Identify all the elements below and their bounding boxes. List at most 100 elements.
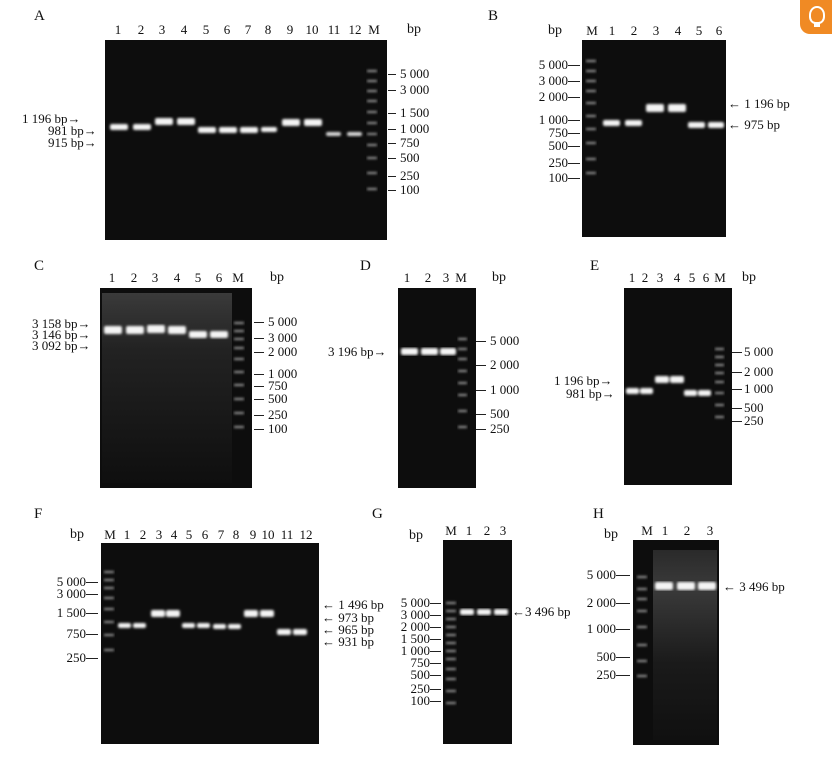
marker-tick [568,120,580,121]
bp-header-c: bp [270,270,284,285]
band-annotation: 981 bp→ [566,386,615,401]
band-size-text: 3 196 bp [328,344,374,359]
marker-tick [254,374,264,375]
panel-label-b: B [488,8,499,24]
lane-label: 3 [155,527,163,542]
marker-tick [86,594,98,595]
lane-label: 8 [232,527,240,542]
band-annotation: ← 1 496 bp [322,597,384,612]
band-size-text: 981 bp [566,386,602,401]
marker-size-label: 3 000 [538,73,568,88]
bp-header-a: bp [407,22,421,37]
panel-label-d: D [360,258,371,274]
band-size-text: 975 bp [744,117,780,132]
marker-size-label: 250 [400,168,420,183]
gel-image-d [398,288,476,488]
lane-label: M [641,523,653,538]
lane-label: 11 [280,527,294,542]
marker-size-label: 250 [410,681,431,696]
lane-label: 1 [628,270,636,285]
marker-tick [476,429,486,430]
panel-label-g: G [372,506,383,522]
band-size-text: 1 196 bp [744,96,790,111]
marker-size-label: 1 000 [538,112,568,127]
lane-label: 7 [217,527,225,542]
bp-header-f: bp [70,527,84,542]
marker-tick [732,408,742,409]
marker-size-label: 100 [410,693,431,708]
band-annotation: 1 196 bp→ [554,373,613,388]
lane-label: 11 [327,22,341,37]
lane-label: 1 [661,523,669,538]
marker-tick [430,663,441,664]
marker-size-label: 750 [66,626,87,641]
marker-size-label: 250 [744,413,764,428]
lane-label: 9 [286,22,294,37]
gel-image-b [582,40,726,237]
lane-label: 3 [656,270,664,285]
lane-label: 4 [673,270,681,285]
marker-tick [568,178,580,179]
lane-label: 3 [158,22,166,37]
lane-label: 4 [173,270,181,285]
marker-size-label: 250 [596,667,617,682]
marker-tick [430,689,441,690]
marker-size-label: 3 000 [400,607,430,622]
marker-tick [616,657,630,658]
marker-tick [732,352,742,353]
marker-tick [732,421,742,422]
gel-image-h [633,540,719,745]
marker-tick [86,658,98,659]
lane-label: 7 [244,22,252,37]
bp-header-h: bp [604,527,618,542]
marker-size-label: 100 [548,170,569,185]
band-size-text: 973 bp [338,610,374,625]
marker-tick [388,190,396,191]
marker-size-label: 3 000 [400,82,430,97]
marker-size-label: 5 000 [586,567,616,582]
gel-image-e [624,288,732,485]
marker-size-label: 1 000 [400,121,430,136]
lane-label: 3 [499,523,507,538]
lightbulb-icon[interactable] [800,0,832,34]
band-annotation: 3 146 bp→ [32,327,91,342]
marker-size-label: 500 [400,150,420,165]
marker-size-label: 2 000 [490,357,520,372]
marker-tick [568,163,580,164]
band-annotation: 981 bp→ [48,123,97,138]
marker-tick [254,399,264,400]
marker-size-label: 100 [400,182,420,197]
panel-label-a: A [34,8,45,24]
marker-tick [86,613,98,614]
marker-tick [388,129,396,130]
lane-label: 5 [194,270,202,285]
band-annotation: ← 931 bp [322,634,374,649]
marker-tick [732,389,742,390]
marker-tick [476,390,486,391]
lane-label: 2 [641,270,649,285]
bp-header-g: bp [409,528,423,543]
lane-label: 5 [695,23,703,38]
marker-size-label: 2 000 [400,619,430,634]
lane-label: 9 [249,527,257,542]
marker-tick [388,176,396,177]
lane-label: 4 [170,527,178,542]
marker-tick [430,651,441,652]
marker-tick [388,143,396,144]
marker-tick [430,603,441,604]
band-annotation: ← 3 496 bp [723,579,785,594]
marker-size-label: 1 000 [490,382,520,397]
marker-size-label: 1 500 [400,105,430,120]
marker-size-label: 2 000 [268,344,298,359]
marker-size-label: 250 [490,421,510,436]
marker-size-label: 250 [268,407,288,422]
band-annotation: ← 965 bp [322,622,374,637]
panel-label-f: F [34,506,43,522]
marker-tick [430,701,441,702]
lane-label: 1 [123,527,131,542]
lane-label: 5 [688,270,696,285]
panel-label-c: C [34,258,45,274]
band-annotation: ←3 496 bp [512,604,571,619]
marker-tick [254,322,264,323]
band-size-text: 931 bp [338,634,374,649]
